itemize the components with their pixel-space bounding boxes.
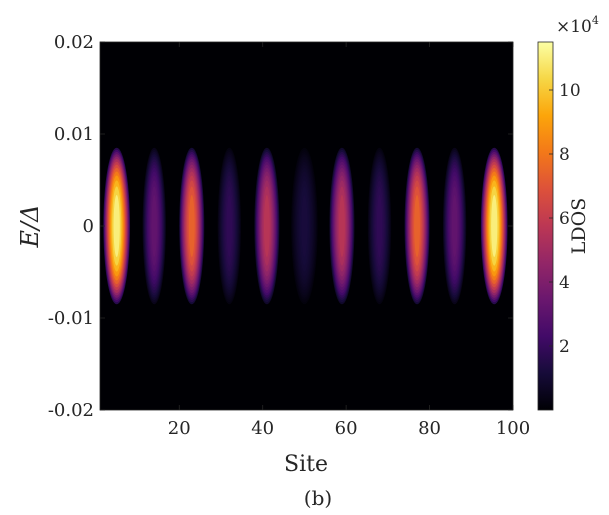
ldos-contour: [339, 194, 345, 258]
ldos-contour: [301, 194, 308, 258]
y-tick-label: 0.01: [54, 124, 94, 145]
ldos-blob: [142, 147, 166, 305]
ldos-blob: [103, 147, 131, 305]
ldos-blob: [404, 147, 430, 305]
ldos-contour: [376, 194, 383, 258]
ldos-contour: [151, 194, 157, 258]
colorbar-tick-label: 2: [559, 337, 570, 357]
ldos-blob: [291, 147, 318, 305]
x-tick-label: 20: [168, 418, 191, 439]
ldos-blob: [217, 147, 242, 305]
y-tick-label: -0.02: [48, 400, 94, 421]
x-tick-label: 40: [251, 418, 274, 439]
colorbar-tick-label: 6: [559, 209, 570, 229]
ldos-blob: [480, 147, 508, 305]
ldos-contour: [188, 194, 195, 258]
x-axis-label: Site: [284, 452, 328, 477]
colorbar-multiplier: ×104: [556, 14, 599, 37]
y-axis-label: E/Δ: [16, 205, 44, 249]
ldos-blob: [179, 147, 205, 305]
colorbar-multiplier-exponent: 4: [592, 14, 599, 27]
x-axis-ticks: 20 40 60 80 100: [168, 42, 530, 439]
figure-caption: (b): [304, 486, 332, 510]
ldos-contour: [226, 194, 233, 258]
y-axis-ticks: -0.02 -0.01 0 0.01 0.02: [48, 32, 513, 421]
ldos-contour: [491, 194, 498, 258]
ldos-blob: [442, 147, 467, 305]
ldos-contour: [451, 194, 458, 258]
colorbar-multiplier-base: ×10: [556, 17, 592, 37]
y-tick-label: -0.01: [48, 308, 94, 329]
ldos-blobs: [103, 147, 508, 305]
ldos-contour: [263, 194, 270, 258]
ldos-blob: [367, 147, 392, 305]
colorbar-tick-label: 4: [559, 273, 570, 293]
ldos-blob: [254, 147, 280, 305]
heatmap-plot: [99, 41, 514, 411]
colorbar-tick-label: 8: [559, 145, 570, 165]
colorbar-label: LDOS: [568, 198, 590, 254]
ldos-contour: [414, 194, 420, 258]
colorbar-ticks: 2 4 6 8 10: [549, 81, 581, 357]
colorbar-tick-label: 10: [559, 81, 581, 101]
x-tick-label: 60: [335, 418, 358, 439]
ldos-contour: [113, 194, 120, 258]
y-tick-label: 0: [83, 216, 94, 237]
x-tick-label: 100: [496, 418, 530, 439]
y-tick-label: 0.02: [54, 32, 94, 53]
ldos-blob: [329, 147, 355, 305]
x-tick-label: 80: [418, 418, 441, 439]
colorbar-gradient: [537, 41, 554, 411]
